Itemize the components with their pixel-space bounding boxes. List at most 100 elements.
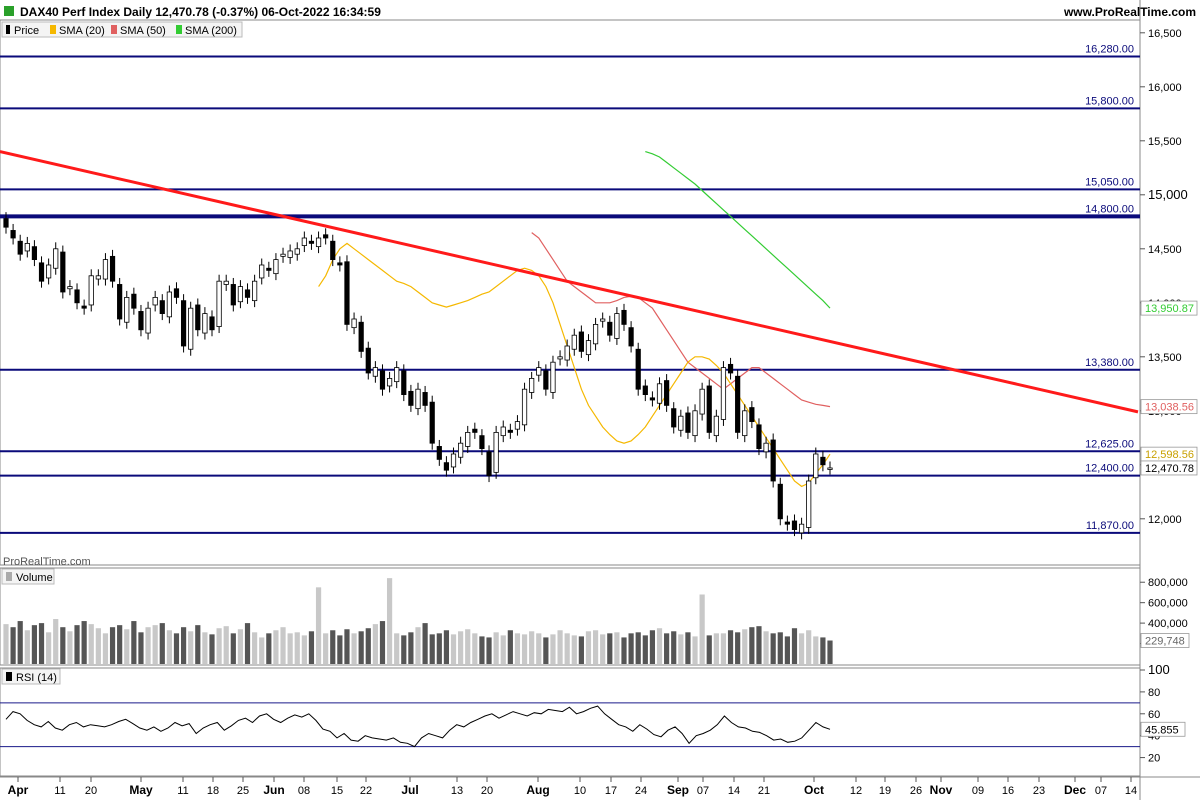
volume-bar xyxy=(252,632,258,664)
date-tick-label: 13 xyxy=(451,785,463,797)
candle-body xyxy=(777,483,783,520)
volume-bar xyxy=(74,625,80,664)
chart-title: DAX40 Perf Index Daily 12,470.78 (-0.37%… xyxy=(20,5,381,19)
candle-body xyxy=(67,286,73,290)
candle-body xyxy=(436,446,442,460)
date-tick-label: 07 xyxy=(1095,785,1107,797)
candle-body xyxy=(671,408,677,428)
volume-bar xyxy=(209,634,215,664)
candle-body xyxy=(401,370,407,395)
price-tick-label: 15,500 xyxy=(1148,136,1182,148)
date-tick-label: May xyxy=(129,783,153,797)
candle-body xyxy=(259,264,265,279)
date-tick-label: 12 xyxy=(850,785,862,797)
volume-bar xyxy=(621,637,627,664)
candle-body xyxy=(635,348,641,390)
candle-body xyxy=(720,367,727,420)
sma200-line xyxy=(645,151,831,309)
candle-body xyxy=(237,286,244,303)
price-tick-label: 15,000 xyxy=(1148,187,1188,202)
volume-bar xyxy=(472,633,478,664)
candle-body xyxy=(770,439,776,482)
date-tick-label: 25 xyxy=(237,785,249,797)
candle-body xyxy=(46,264,52,279)
candle-body xyxy=(216,280,222,327)
candle-body xyxy=(706,385,712,433)
sma50-series xyxy=(531,232,831,408)
candle-body xyxy=(806,480,812,528)
candle-body xyxy=(88,275,94,306)
volume-bar xyxy=(671,631,677,664)
candle-body xyxy=(429,401,435,444)
volume-bar xyxy=(315,587,322,664)
date-tick-label: 11 xyxy=(54,785,65,797)
rsi-tick-label: 60 xyxy=(1148,709,1160,721)
legend-sma200-swatch xyxy=(176,25,182,34)
candle-body xyxy=(578,331,584,352)
rsi-tick-label: 80 xyxy=(1148,687,1160,699)
rsi-badge-label: 45.855 xyxy=(1145,724,1179,736)
date-tick-label: 14 xyxy=(1125,785,1137,797)
volume-bar xyxy=(230,633,236,664)
volume-bar xyxy=(323,633,329,664)
volume-bar xyxy=(266,633,272,664)
candle-body xyxy=(145,307,151,334)
volume-bar xyxy=(827,640,833,664)
volume-bar xyxy=(60,627,66,664)
volume-bar xyxy=(386,578,393,664)
support-resistance-levels: 16,280.00 15,800.00 15,050.00 14,800.00 13,3… xyxy=(0,44,1140,534)
candle-body xyxy=(458,442,464,458)
candle-body xyxy=(394,367,400,383)
candle-body xyxy=(180,300,187,347)
date-tick-label: 14 xyxy=(728,785,740,797)
candle-body xyxy=(294,248,300,255)
candle-body xyxy=(365,347,371,374)
date-tick-label: 17 xyxy=(605,785,617,797)
candle-body xyxy=(600,318,606,322)
date-tick-label: 15 xyxy=(331,785,343,797)
volume-bar xyxy=(46,632,52,664)
candle-body xyxy=(500,426,506,437)
value-badge xyxy=(1140,460,1198,476)
candle-body xyxy=(124,296,130,323)
current-value-badges: 13,950.87 13,038.56 12,598.56 12,470.78 xyxy=(1140,300,1198,476)
volume-bar xyxy=(614,632,620,664)
candle-body xyxy=(422,392,428,406)
volume-bar xyxy=(507,630,513,664)
candle-body xyxy=(74,289,80,304)
level-label: 13,380.00 xyxy=(1085,357,1134,369)
candle-body xyxy=(95,275,101,280)
candle-body xyxy=(735,375,741,433)
source-label[interactable]: www.ProRealTime.com xyxy=(1063,5,1196,19)
candle-body xyxy=(614,313,620,339)
candle-body xyxy=(529,377,535,393)
candle-body xyxy=(372,367,378,377)
candle-body xyxy=(223,280,229,285)
trendline-layer xyxy=(0,150,1139,414)
volume-bar xyxy=(628,633,634,664)
volume-bar xyxy=(465,629,471,664)
volume-bar xyxy=(109,627,116,664)
volume-bar xyxy=(287,633,293,664)
candle-body xyxy=(280,253,286,257)
candle-body xyxy=(486,451,492,476)
volume-tick-label: 800,000 xyxy=(1148,577,1188,589)
volume-bar xyxy=(117,625,123,664)
volume-bar xyxy=(806,630,812,664)
candle-body xyxy=(308,240,315,244)
watermark: ProRealTime.com xyxy=(3,556,91,568)
sma20-line xyxy=(318,242,831,488)
candle-body xyxy=(386,377,393,387)
candle-body xyxy=(117,284,123,320)
level-label: 12,625.00 xyxy=(1085,438,1134,450)
volume-bar xyxy=(358,631,364,664)
volume-bar xyxy=(642,635,648,664)
volume-bar xyxy=(394,633,400,664)
candle-body xyxy=(607,321,613,336)
volume-bar xyxy=(777,632,783,664)
candle-body xyxy=(252,280,258,302)
volume-bar xyxy=(529,631,535,664)
rsi-tick-label: 20 xyxy=(1148,753,1160,765)
candle-body xyxy=(798,523,805,534)
volume-bar xyxy=(294,632,300,664)
